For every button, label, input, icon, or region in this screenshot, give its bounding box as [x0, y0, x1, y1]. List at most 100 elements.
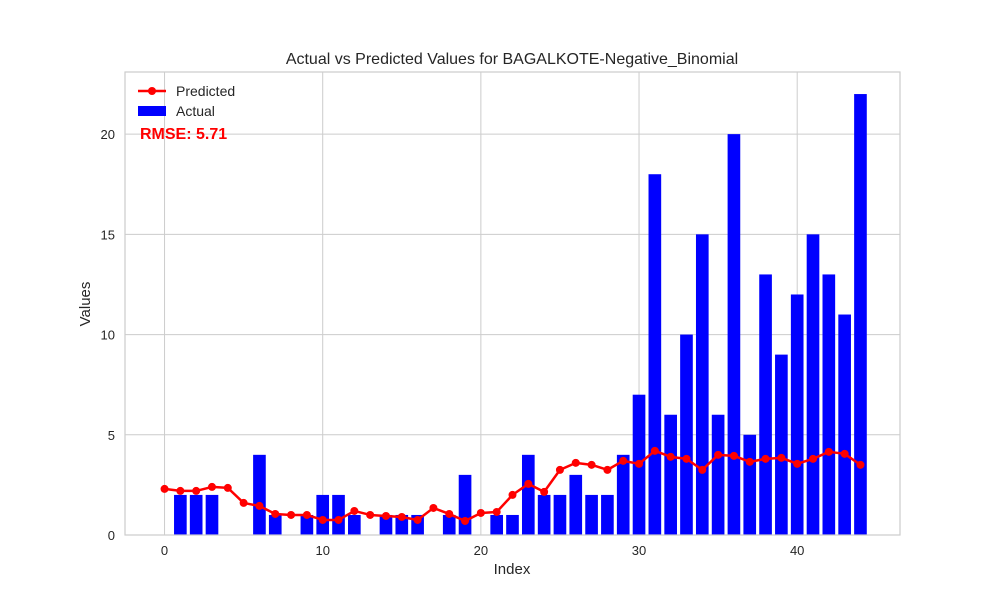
bar-actual	[316, 494, 330, 535]
predicted-point	[461, 516, 470, 525]
predicted-point	[856, 460, 865, 469]
bar-actual	[521, 454, 535, 535]
bar-actual	[775, 354, 788, 535]
bar-actual	[854, 94, 867, 536]
bar-actual	[601, 494, 614, 535]
predicted-point	[492, 507, 501, 516]
x-tick-label: 10	[315, 543, 329, 558]
bar-actual	[569, 474, 583, 535]
predicted-point	[255, 501, 264, 510]
x-tick-label: 20	[474, 543, 488, 558]
y-axis-label: Values	[77, 282, 94, 327]
predicted-point	[824, 447, 833, 456]
bar-actual	[537, 494, 551, 535]
legend-predicted-marker	[148, 87, 156, 95]
y-tick-label: 5	[108, 428, 115, 443]
predicted-point	[571, 458, 580, 467]
predicted-point	[840, 449, 849, 458]
bar-actual	[189, 494, 203, 535]
y-tick-label: 10	[101, 328, 115, 343]
predicted-point	[192, 486, 201, 495]
bar-actual	[822, 274, 836, 535]
bar-actual	[838, 314, 851, 535]
predicted-point	[429, 503, 438, 512]
bar-actual	[806, 234, 820, 535]
y-tick-label: 20	[101, 127, 115, 142]
bar-actual	[300, 514, 314, 535]
predicted-point	[729, 451, 738, 460]
predicted-point	[635, 459, 644, 468]
predicted-point	[793, 459, 802, 468]
bar-actual	[205, 494, 219, 535]
bar-actual	[664, 414, 677, 535]
predicted-point	[619, 456, 628, 465]
predicted-point	[524, 479, 533, 488]
x-tick-label: 30	[632, 543, 646, 558]
predicted-point	[555, 465, 564, 474]
predicted-point	[745, 457, 754, 466]
predicted-point	[809, 454, 818, 463]
bar-actual	[743, 434, 757, 535]
predicted-point	[777, 453, 786, 462]
bar-actual	[727, 134, 741, 535]
bar-actual	[553, 494, 567, 535]
predicted-point	[413, 515, 422, 524]
bar-actual	[490, 514, 504, 535]
predicted-point	[334, 515, 343, 524]
legend-actual-swatch	[138, 106, 166, 116]
predicted-point	[397, 512, 406, 521]
predicted-point	[698, 465, 707, 474]
legend: Predicted Actual	[138, 83, 235, 119]
plot-frame	[124, 71, 901, 536]
bar-actual	[395, 514, 409, 535]
predicted-point	[176, 486, 185, 495]
predicted-point	[287, 510, 296, 519]
bar-actual	[348, 514, 361, 535]
x-axis-label: Index	[494, 561, 531, 578]
tick-labels: 0 10 20 30 40 0 5 10 15 20	[101, 127, 805, 558]
y-tick-label: 15	[101, 227, 115, 242]
bar-actual	[268, 514, 282, 535]
predicted-point	[366, 510, 375, 519]
line-predicted	[160, 446, 865, 525]
predicted-point	[223, 483, 232, 492]
x-tick-label: 0	[161, 543, 168, 558]
legend-actual-label: Actual	[176, 103, 215, 119]
predicted-point	[381, 511, 390, 520]
bar-actual	[648, 174, 662, 536]
bar-actual	[379, 514, 393, 535]
bar-actual	[759, 274, 772, 535]
predicted-point	[682, 454, 691, 463]
bar-actual	[442, 514, 456, 535]
predicted-point	[714, 450, 723, 459]
chart-title: Actual vs Predicted Values for BAGALKOTE…	[286, 51, 738, 68]
bar-actual	[458, 474, 472, 535]
bar-actual	[616, 454, 630, 535]
bar-actual	[253, 454, 266, 535]
predicted-point	[445, 509, 454, 518]
predicted-point	[350, 506, 359, 515]
predicted-point	[239, 498, 248, 507]
predicted-point	[302, 510, 311, 519]
predicted-point	[508, 490, 517, 499]
predicted-point	[603, 465, 612, 474]
predicted-point	[761, 454, 770, 463]
bar-actual	[680, 334, 693, 535]
y-tick-label: 0	[108, 528, 115, 543]
predicted-point	[540, 487, 549, 496]
predicted-point	[271, 509, 280, 518]
predicted-point	[650, 446, 659, 455]
bar-actual	[585, 494, 598, 535]
legend-predicted-label: Predicted	[176, 83, 235, 99]
bar-actual	[332, 494, 345, 535]
x-tick-label: 40	[790, 543, 804, 558]
predicted-point	[160, 484, 169, 493]
predicted-point	[587, 460, 596, 469]
predicted-point	[666, 452, 675, 461]
rmse-annotation: RMSE: 5.71	[140, 126, 227, 143]
predicted-point	[476, 508, 485, 517]
bar-actual	[711, 414, 725, 535]
bar-actual	[174, 494, 187, 535]
predicted-point	[207, 482, 216, 491]
